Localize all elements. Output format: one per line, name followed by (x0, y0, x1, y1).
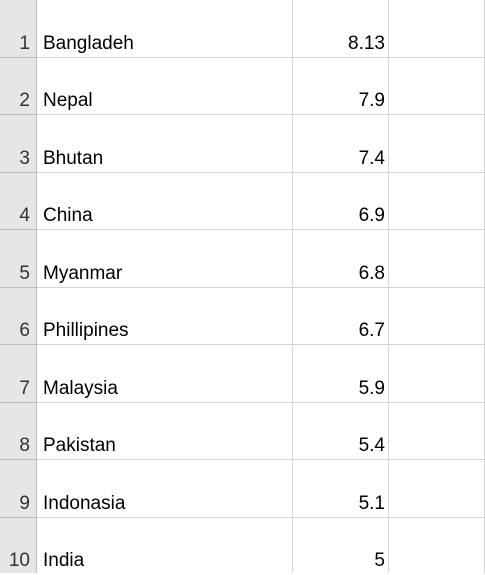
cell-country[interactable]: India (43, 550, 288, 572)
sheet-row-7: 7 Malaysia 5.9 (0, 345, 485, 403)
cell-value[interactable]: 6.8 (293, 263, 385, 285)
row-header[interactable]: 10 (0, 550, 30, 572)
cell-value[interactable]: 7.9 (293, 90, 385, 112)
cell-value[interactable]: 8.13 (293, 33, 385, 55)
sheet-row-10: 10 India 5 (0, 518, 485, 575)
row-header[interactable]: 3 (0, 148, 30, 170)
cell-value[interactable]: 5.4 (293, 435, 385, 457)
cell-value[interactable]: 5.1 (293, 493, 385, 515)
cell-empty[interactable] (389, 518, 484, 575)
cell-value[interactable]: 5 (293, 550, 385, 572)
sheet-row-5: 5 Myanmar 6.8 (0, 230, 485, 288)
cell-empty[interactable] (389, 288, 484, 346)
row-header[interactable]: 5 (0, 263, 30, 285)
sheet-row-6: 6 Phillipines 6.7 (0, 288, 485, 346)
sheet-row-1: 1 Bangladeh 8.13 (0, 0, 485, 58)
cell-country[interactable]: Phillipines (43, 320, 288, 342)
row-header[interactable]: 4 (0, 205, 30, 227)
cell-country[interactable]: Malaysia (43, 378, 288, 400)
row-header[interactable]: 2 (0, 90, 30, 112)
cell-empty[interactable] (389, 403, 484, 461)
cell-country[interactable]: Nepal (43, 90, 288, 112)
cell-value[interactable]: 5.9 (293, 378, 385, 400)
cell-empty[interactable] (389, 460, 484, 518)
cell-value[interactable]: 7.4 (293, 148, 385, 170)
cell-country[interactable]: Myanmar (43, 263, 288, 285)
cell-country[interactable]: Indonasia (43, 493, 288, 515)
sheet-row-9: 9 Indonasia 5.1 (0, 460, 485, 518)
cell-country[interactable]: Pakistan (43, 435, 288, 457)
sheet-row-2: 2 Nepal 7.9 (0, 58, 485, 116)
cell-value[interactable]: 6.7 (293, 320, 385, 342)
cell-country[interactable]: Bangladeh (43, 33, 288, 55)
sheet-row-8: 8 Pakistan 5.4 (0, 403, 485, 461)
sheet-row-3: 3 Bhutan 7.4 (0, 115, 485, 173)
cell-value[interactable]: 6.9 (293, 205, 385, 227)
cell-country[interactable]: China (43, 205, 288, 227)
cell-empty[interactable] (389, 0, 484, 58)
cell-empty[interactable] (389, 345, 484, 403)
row-header[interactable]: 7 (0, 378, 30, 400)
cell-empty[interactable] (389, 173, 484, 231)
cell-empty[interactable] (389, 115, 484, 173)
cell-country[interactable]: Bhutan (43, 148, 288, 170)
row-header[interactable]: 8 (0, 435, 30, 457)
cell-empty[interactable] (389, 58, 484, 116)
row-header[interactable]: 9 (0, 493, 30, 515)
sheet-row-4: 4 China 6.9 (0, 173, 485, 231)
row-header[interactable]: 1 (0, 33, 30, 55)
cell-empty[interactable] (389, 230, 484, 288)
row-header[interactable]: 6 (0, 320, 30, 342)
